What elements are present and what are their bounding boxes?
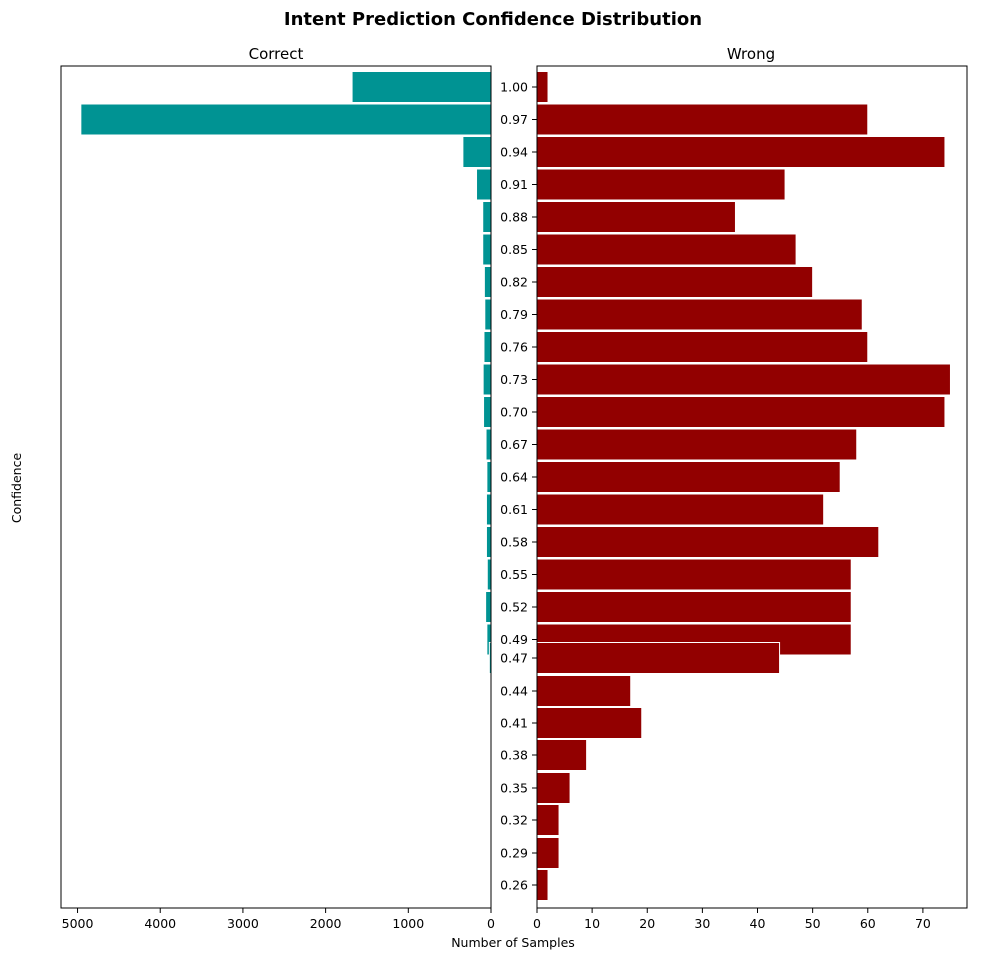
correct-x-ticks: 5000 4000 3000 2000 1000 0 — [62, 908, 495, 931]
wrong-bar-0.52 — [536, 591, 852, 623]
panel-title-correct: Correct — [249, 45, 304, 63]
wrong-bar-0.91 — [536, 168, 786, 201]
confidence-ticks: 1.00 0.97 0.94 0.91 0.88 0.85 0.82 0.79 0.76 0.73… — [500, 80, 537, 893]
wrong-x-ticks: 0 10 20 30 40 50 60 70 — [533, 908, 931, 931]
wrong-bar-0.67 — [536, 428, 858, 461]
wrong-bar-0.26 — [536, 869, 549, 901]
confidence-tick-label: 0.76 — [500, 340, 528, 355]
wrong-bar-0.35 — [536, 772, 571, 804]
confidence-tick-label: 0.35 — [500, 781, 528, 796]
confidence-tick-label: 0.88 — [500, 210, 528, 225]
correct-x-tick-label: 5000 — [62, 916, 94, 931]
wrong-bar-0.64 — [536, 461, 841, 493]
correct-panel-frame — [60, 65, 492, 909]
wrong-bar-1.00 — [536, 71, 549, 103]
correct-bar-0.67 — [485, 428, 492, 461]
correct-bar-0.97 — [80, 103, 492, 136]
correct-bar-0.94 — [462, 136, 492, 168]
confidence-tick-label: 0.55 — [500, 567, 528, 582]
correct-bar-0.82 — [483, 266, 492, 298]
confidence-tick-label: 0.79 — [500, 307, 528, 322]
wrong-bar-0.38 — [536, 739, 588, 771]
confidence-tick-label: 0.70 — [500, 405, 528, 420]
correct-x-tick-label: 2000 — [310, 916, 342, 931]
wrong-x-tick-label: 0 — [533, 916, 541, 931]
x-axis-label: Number of Samples — [451, 935, 575, 950]
wrong-bar-0.79 — [536, 298, 863, 331]
wrong-bar-0.82 — [536, 266, 814, 298]
correct-panel-border — [60, 65, 492, 909]
wrong-bar-0.61 — [536, 493, 825, 526]
confidence-tick-label: 0.67 — [500, 437, 528, 452]
confidence-tick-label: 0.47 — [500, 651, 528, 666]
wrong-bar-0.76 — [536, 331, 869, 363]
wrong-bar-0.94 — [536, 136, 946, 168]
correct-bar-0.52 — [485, 591, 492, 623]
wrong-x-tick-label: 30 — [694, 916, 710, 931]
wrong-bar-0.73 — [536, 363, 951, 396]
wrong-panel-border — [536, 65, 968, 909]
confidence-tick-label: 0.32 — [500, 813, 528, 828]
correct-bar-0.76 — [483, 331, 492, 363]
correct-x-tick-label: 0 — [487, 916, 495, 931]
confidence-tick-label: 1.00 — [500, 80, 528, 95]
wrong-panel-frame — [536, 65, 968, 909]
wrong-x-tick-label: 50 — [805, 916, 821, 931]
wrong-bar-0.29 — [536, 837, 560, 869]
correct-bar-0.70 — [483, 396, 492, 428]
confidence-tick-label: 0.94 — [500, 145, 528, 160]
correct-bar-0.58 — [485, 526, 492, 558]
correct-x-tick-label: 4000 — [144, 916, 176, 931]
confidence-tick-label: 0.52 — [500, 600, 528, 615]
confidence-tick-label: 0.44 — [500, 684, 528, 699]
correct-bar-0.55 — [486, 558, 492, 591]
wrong-bar-0.44 — [536, 675, 632, 707]
confidence-tick-label: 0.49 — [500, 632, 528, 647]
confidence-tick-label: 0.41 — [500, 716, 528, 731]
wrong-x-tick-label: 70 — [915, 916, 931, 931]
correct-x-tick-label: 3000 — [227, 916, 259, 931]
confidence-tick-label: 0.26 — [500, 878, 528, 893]
correct-x-tick-label: 1000 — [392, 916, 424, 931]
wrong-bar-0.47 — [536, 642, 781, 674]
confidence-tick-label: 0.82 — [500, 275, 528, 290]
correct-bar-0.91 — [476, 168, 492, 201]
correct-bar-0.64 — [486, 461, 492, 493]
confidence-tick-label: 0.29 — [500, 846, 528, 861]
wrong-x-tick-label: 40 — [750, 916, 766, 931]
confidence-tick-label: 0.61 — [500, 502, 528, 517]
wrong-bar-0.85 — [536, 233, 797, 266]
wrong-x-tick-label: 10 — [584, 916, 600, 931]
confidence-tick-label: 0.97 — [500, 112, 528, 127]
correct-bar-0.85 — [482, 233, 492, 266]
chart-title: Intent Prediction Confidence Distributio… — [284, 9, 702, 30]
correct-bars — [80, 71, 492, 674]
correct-bar-0.73 — [482, 363, 492, 396]
wrong-bar-0.88 — [536, 201, 736, 233]
confidence-tick-label: 0.64 — [500, 470, 528, 485]
wrong-bar-0.41 — [536, 707, 643, 739]
panel-title-wrong: Wrong — [727, 45, 775, 63]
confidence-tick-label: 0.58 — [500, 535, 528, 550]
correct-bar-0.79 — [484, 298, 492, 331]
wrong-x-tick-label: 20 — [639, 916, 655, 931]
confidence-tick-label: 0.38 — [500, 748, 528, 763]
wrong-bar-0.55 — [536, 558, 852, 591]
wrong-bar-0.58 — [536, 526, 880, 558]
correct-bar-0.88 — [482, 201, 492, 233]
confidence-tick-label: 0.85 — [500, 242, 528, 257]
wrong-bar-0.97 — [536, 103, 869, 136]
confidence-tick-label: 0.91 — [500, 177, 528, 192]
correct-bar-1.00 — [351, 71, 492, 103]
wrong-x-tick-label: 60 — [860, 916, 876, 931]
y-axis-label: Confidence — [9, 453, 24, 524]
wrong-bar-0.32 — [536, 804, 560, 836]
confidence-tick-label: 0.73 — [500, 372, 528, 387]
wrong-bars — [536, 71, 951, 901]
wrong-bar-0.70 — [536, 396, 946, 428]
correct-bar-0.61 — [485, 493, 492, 526]
